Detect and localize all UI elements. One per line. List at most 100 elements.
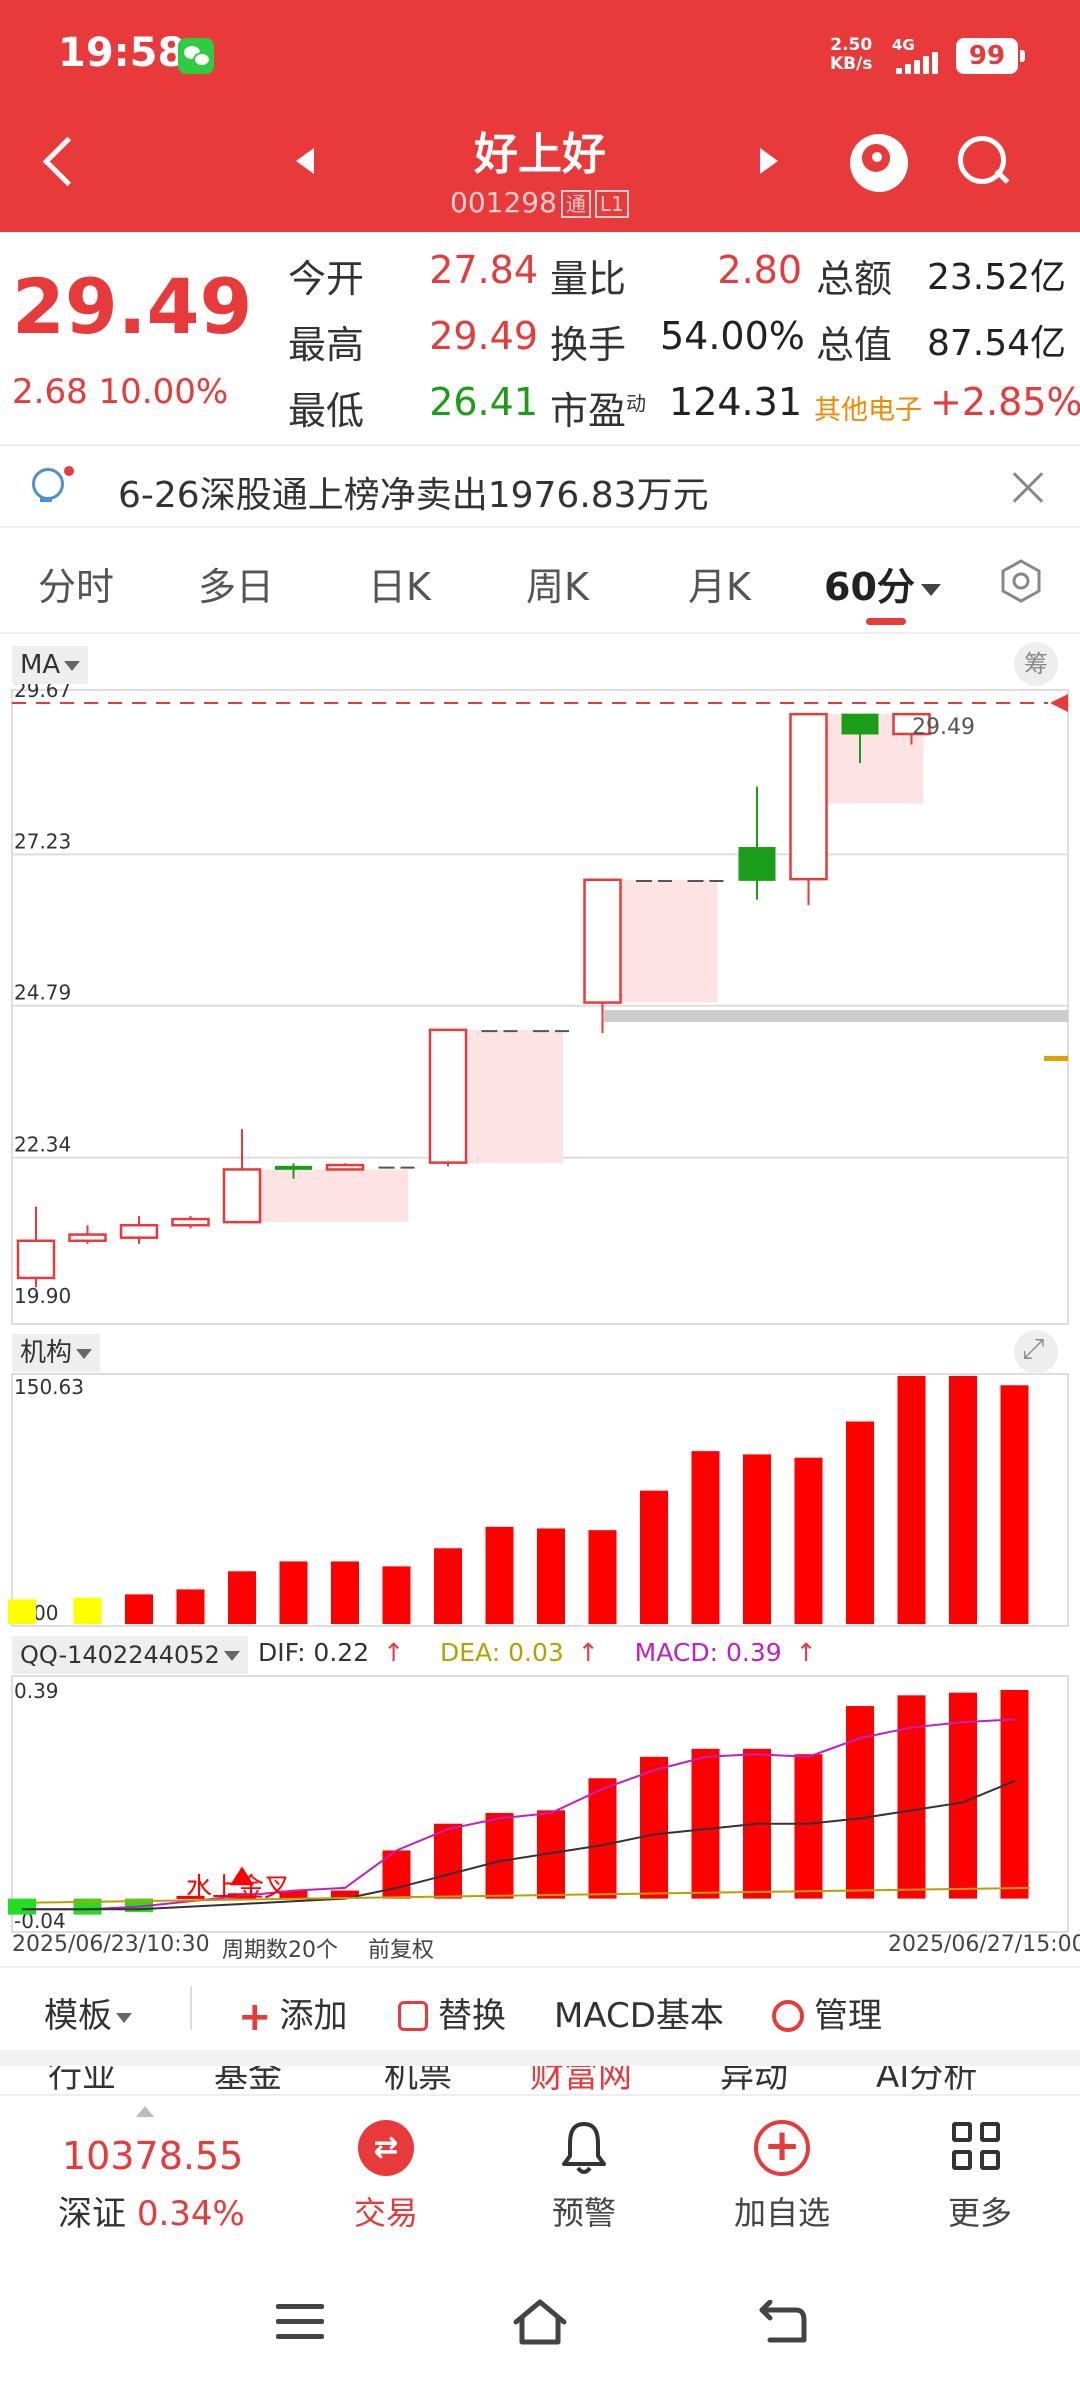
peek-tab-industry[interactable]: 行业 [48,2066,116,2096]
prev-stock-icon[interactable] [296,148,314,174]
tab-daily-k[interactable]: 日K [368,565,431,609]
chevron-down-icon [223,1651,240,1661]
nav-trade-label: 交易 [353,2194,418,2232]
tab-60min[interactable]: 60分 [824,556,941,611]
macd-value: MACD: 0.39 ↑ [635,1638,831,1667]
manage-label: 管理 [814,1996,882,2036]
institution-bar [794,1457,823,1624]
tab-multi-day[interactable]: 多日 [198,565,275,609]
indicator-selector[interactable]: QQ-1402244052 [12,1636,248,1674]
period-tabs: 分时 多日 日K 周K 月K 60分 [0,530,1080,634]
institution-bar [897,1376,926,1624]
net-speed-unit: KB/s [830,54,873,74]
tab-monthly-k[interactable]: 月K [688,565,751,609]
signal-line [35,1886,1031,1904]
next-stock-icon[interactable] [760,148,778,174]
gear-icon [772,2000,804,2032]
y-tick-label: 22.34 [14,1133,71,1157]
peek-tab-movement[interactable]: 异动 [720,2066,788,2096]
institution-bar [691,1451,720,1624]
news-text[interactable]: 6-26深股通上榜净卖出1976.83万元 [118,475,709,516]
institution-label: 机构 [20,1338,73,1368]
macd-bar [640,1756,668,1899]
up-arrow-icon: ↑ [383,1638,405,1667]
chip-distribution-button[interactable]: 筹 [1014,642,1058,686]
active-tab-indicator [866,618,906,625]
peek-tab-fund[interactable]: 基金 [214,2066,282,2096]
dea-line [22,1780,1015,1911]
index-percent: 0.34% [136,2194,245,2234]
change-percent: 10.00% [98,372,229,412]
news-banner[interactable]: 6-26深股通上榜净卖出1976.83万元 [0,444,1080,528]
index-label[interactable]: 深证 0.34% [58,2186,245,2235]
candle-body [275,1165,312,1170]
tab-60min-label: 60分 [824,565,915,609]
tab-intraday[interactable]: 分时 [38,565,115,609]
y-tick-label: 0.39 [14,1679,59,1703]
label-market-cap: 总值 [816,323,893,367]
macd-bar [1000,1690,1029,1899]
macd-legend: DIF: 0.22 ↑ DEA: 0.03 ↑ MACD: 0.39 ↑ [258,1638,845,1667]
ma-selector[interactable]: MA [12,646,89,684]
value-low: 26.41 [429,380,538,424]
menu-icon[interactable] [276,2304,324,2340]
macd-bar [588,1778,617,1899]
back-nav-icon[interactable] [756,2300,808,2344]
peek-tab-wealth[interactable]: 财富网 [530,2066,632,2096]
up-arrow-icon: ↑ [795,1638,817,1667]
macd-basic-button[interactable]: MACD基本 [554,1996,724,2036]
lightbulb-icon [30,466,64,508]
y-tick-label: 19.90 [14,1284,71,1308]
candle-body [68,1233,107,1243]
sector-name[interactable]: 其他电子 [814,395,922,426]
chart-area[interactable]: 29.6727.2324.7922.3419.9029.49150.630.00… [0,636,1080,1966]
sector-change[interactable]: +2.85% [930,380,1080,424]
label-pe-sup: 动 [626,391,647,416]
network-type: 4G [892,36,915,54]
change-amount: 2.68 [12,372,88,412]
macd-bar [176,1895,205,1899]
nav-alert-label: 预警 [551,2194,616,2232]
home-icon[interactable] [512,2298,568,2346]
trade-icon: ⇄ [358,2120,414,2176]
close-icon[interactable] [1008,468,1048,508]
cross-up-arrow-icon [230,1866,254,1886]
institution-selector[interactable]: 机构 [12,1334,101,1372]
back-icon[interactable] [36,130,80,194]
peek-tab-flight[interactable]: 机票 [384,2066,452,2096]
candle-body [325,1163,365,1171]
manage-button[interactable]: 管理 [772,1988,882,2037]
macd-text: MACD: 0.39 [634,1638,782,1667]
toolbar-divider [190,1986,192,2030]
badge-level: L1 [594,190,629,218]
template-label: 模板 [44,1996,112,2036]
indicator-label: QQ-1402244052 [20,1641,220,1669]
macd-bar [279,1890,308,1899]
expand-icon[interactable] [1014,1330,1058,1374]
institution-bar [485,1526,514,1624]
replace-button[interactable]: 替换 [398,1988,506,2037]
battery-icon: 99 [956,38,1025,74]
mascot-icon[interactable] [850,134,908,192]
peek-tab-ai[interactable]: AI分析 [876,2066,978,2096]
candle-body [841,713,879,735]
label-low: 最低 [288,389,365,433]
settings-hexagon-icon[interactable] [998,558,1044,604]
template-button[interactable]: 模板 [44,1988,132,2037]
kline-frame [11,689,1069,1325]
net-speed-value: 2.50 [830,35,873,55]
add-button[interactable]: + 添加 [238,1988,348,2040]
value-turnover-amount: 23.52亿 [926,257,1066,298]
candle-body [171,1217,210,1227]
tab-weekly-k[interactable]: 周K [526,565,589,609]
macd-bar [434,1823,462,1899]
chevron-down-icon [116,2012,132,2023]
chevron-up-icon[interactable] [136,2106,154,2117]
stock-code-text: 001298 [450,186,557,219]
dea-value: DEA: 0.03 ↑ [440,1638,613,1667]
search-icon[interactable] [958,136,1008,192]
macd-bar [794,1754,823,1899]
index-value[interactable]: 10378.55 [62,2134,244,2178]
net-speed: 2.50 KB/s [830,36,872,74]
value-market-cap: 87.54亿 [926,323,1066,364]
